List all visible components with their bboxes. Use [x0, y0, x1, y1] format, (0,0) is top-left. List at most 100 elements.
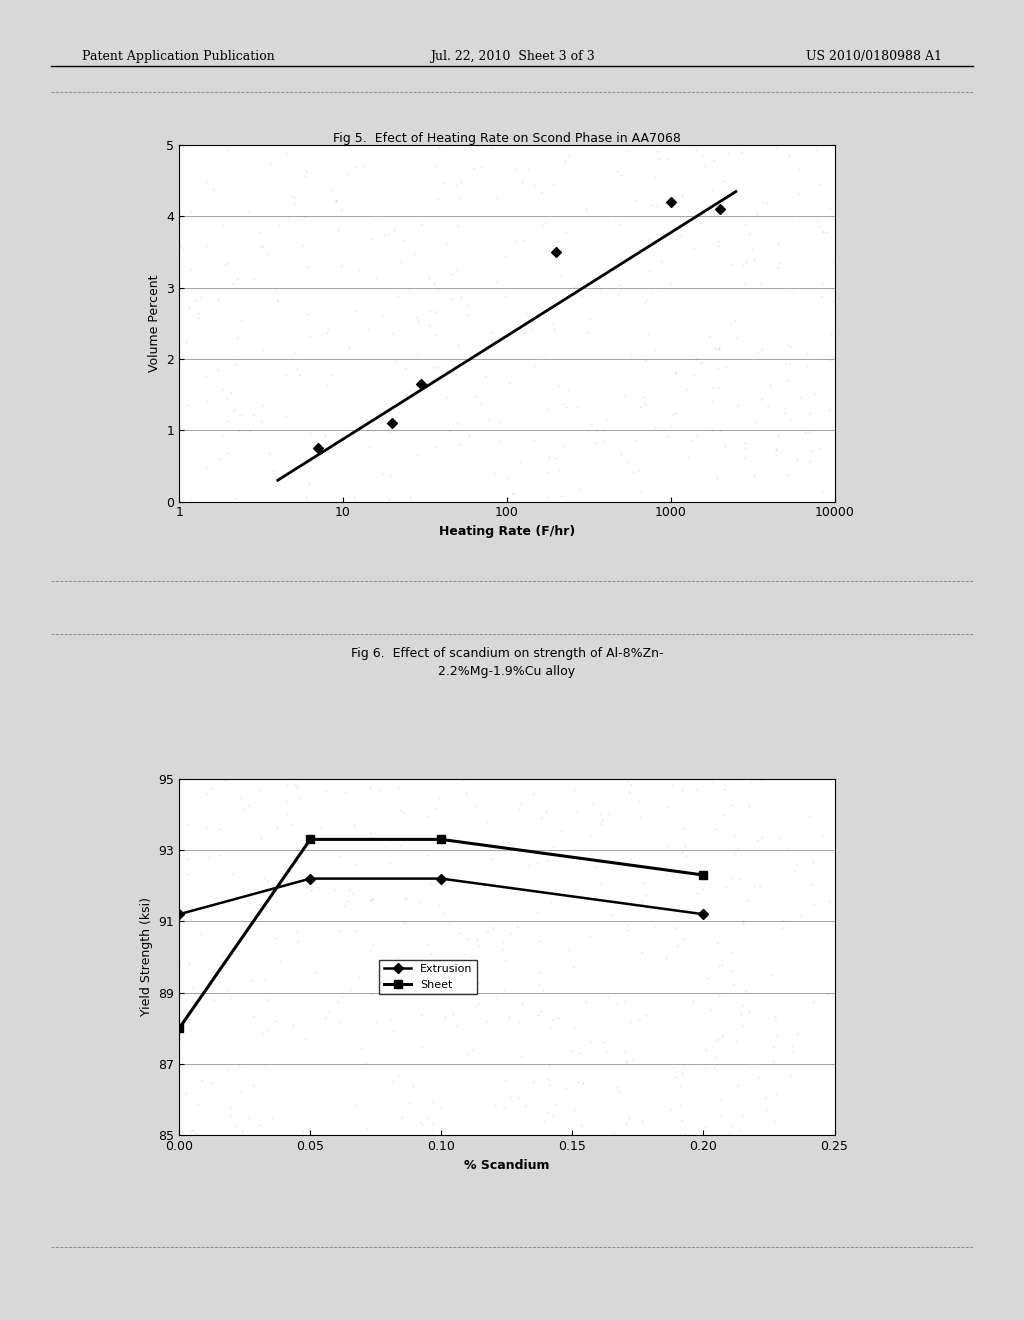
Point	[734, 911, 751, 932]
Point	[649, 195, 666, 216]
Point	[182, 1019, 199, 1040]
Point	[703, 420, 720, 441]
Point	[392, 252, 409, 273]
Point	[760, 395, 776, 416]
Point	[366, 888, 382, 909]
Point	[437, 234, 454, 255]
Point	[220, 892, 237, 913]
Point	[310, 876, 327, 898]
Point	[449, 259, 465, 280]
Point	[738, 981, 755, 1002]
Point	[712, 199, 728, 220]
Point	[302, 422, 318, 444]
Point	[193, 924, 209, 945]
Point	[406, 243, 422, 264]
Point	[430, 279, 446, 300]
Point	[564, 1040, 581, 1061]
Point	[451, 433, 467, 454]
Point	[799, 342, 815, 363]
Point	[459, 783, 475, 804]
Point	[631, 792, 647, 813]
Point	[784, 1040, 801, 1061]
Point	[294, 846, 310, 867]
Point	[823, 348, 840, 370]
Point	[515, 230, 531, 251]
Point	[658, 796, 675, 817]
Point	[181, 908, 198, 929]
Point	[770, 232, 786, 253]
Point	[620, 920, 636, 941]
Point	[326, 879, 342, 900]
Point	[624, 461, 640, 482]
Point	[255, 338, 271, 359]
Point	[219, 388, 236, 409]
Point	[316, 426, 333, 447]
Point	[226, 884, 243, 906]
Point	[531, 1001, 548, 1022]
Point	[296, 166, 312, 187]
Point	[385, 1020, 401, 1041]
Point	[588, 857, 604, 878]
Point	[733, 995, 750, 1016]
Point	[717, 436, 733, 457]
Point	[331, 1011, 347, 1032]
Point	[382, 466, 398, 487]
Point	[720, 143, 736, 164]
Point	[620, 141, 636, 162]
Text: US 2010/0180988 A1: US 2010/0180988 A1	[806, 50, 942, 63]
Point	[262, 152, 279, 173]
Point	[245, 404, 261, 425]
Point	[413, 374, 429, 395]
Point	[793, 387, 809, 408]
Point	[673, 224, 689, 246]
Point	[783, 282, 800, 304]
Point	[558, 222, 574, 243]
Point	[783, 335, 800, 356]
Point	[345, 883, 361, 904]
Point	[496, 932, 512, 953]
Point	[710, 358, 726, 379]
Point	[736, 447, 753, 469]
Point	[209, 359, 225, 380]
Point	[330, 991, 346, 1012]
Point	[254, 395, 270, 416]
Point	[494, 939, 510, 960]
Point	[594, 420, 610, 441]
Point	[392, 799, 409, 820]
Point	[266, 280, 283, 301]
Point	[480, 409, 497, 430]
Point	[513, 1045, 529, 1067]
Point	[593, 873, 609, 894]
Point	[376, 224, 392, 246]
Point	[263, 461, 280, 482]
Point	[532, 961, 549, 982]
Point	[584, 413, 600, 434]
Point	[688, 882, 705, 903]
Sheet	[435, 832, 447, 847]
Point	[746, 875, 763, 896]
Point	[380, 223, 396, 244]
Point	[718, 356, 734, 378]
Point	[489, 326, 506, 347]
Point	[755, 338, 771, 359]
Point	[376, 836, 392, 857]
Point	[397, 913, 414, 935]
Point	[198, 457, 214, 478]
Point	[695, 878, 712, 899]
Point	[231, 405, 248, 426]
Point	[541, 446, 557, 467]
Point	[544, 1008, 560, 1030]
Point	[255, 236, 271, 257]
Point	[390, 1067, 407, 1088]
Point	[453, 172, 469, 193]
Point	[814, 273, 830, 294]
Point	[701, 195, 718, 216]
Point	[710, 467, 726, 488]
Point	[318, 780, 335, 801]
Point	[350, 259, 367, 280]
Point	[214, 945, 230, 966]
Point	[449, 413, 465, 434]
Point	[278, 791, 294, 812]
Point	[727, 310, 743, 331]
Point	[545, 174, 561, 195]
